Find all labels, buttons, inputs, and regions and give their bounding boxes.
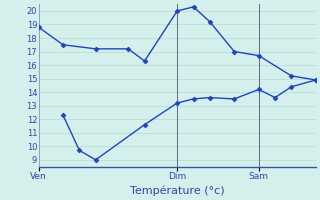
X-axis label: Température (°c): Température (°c) xyxy=(130,185,225,196)
